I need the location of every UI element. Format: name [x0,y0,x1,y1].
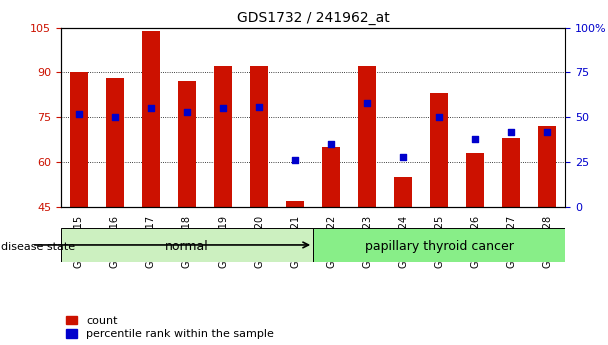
Bar [322,147,340,207]
Point [290,158,300,163]
Bar [106,78,124,207]
Point [398,154,408,159]
Bar [502,138,520,207]
Point [542,129,552,135]
Point [146,106,156,111]
Bar [313,228,584,262]
Point [218,106,228,111]
Bar [430,93,448,207]
Bar [214,67,232,207]
Point [326,141,336,147]
Bar [539,126,556,207]
Bar [61,228,313,262]
Text: papillary thyroid cancer: papillary thyroid cancer [365,240,514,253]
Bar [70,72,88,207]
Bar [286,201,304,207]
Point [254,104,264,109]
Text: normal: normal [165,240,209,253]
Bar [142,31,160,207]
Point [471,136,480,141]
Point [434,115,444,120]
Bar [358,67,376,207]
Text: disease state: disease state [1,242,75,252]
Bar [394,177,412,207]
Point [182,109,192,115]
Legend: count, percentile rank within the sample: count, percentile rank within the sample [66,316,274,339]
Title: GDS1732 / 241962_at: GDS1732 / 241962_at [237,11,390,25]
Point [74,111,84,117]
Point [506,129,516,135]
Bar [250,67,268,207]
Bar [466,153,485,207]
Bar [178,81,196,207]
Point [362,100,372,106]
Point [110,115,120,120]
